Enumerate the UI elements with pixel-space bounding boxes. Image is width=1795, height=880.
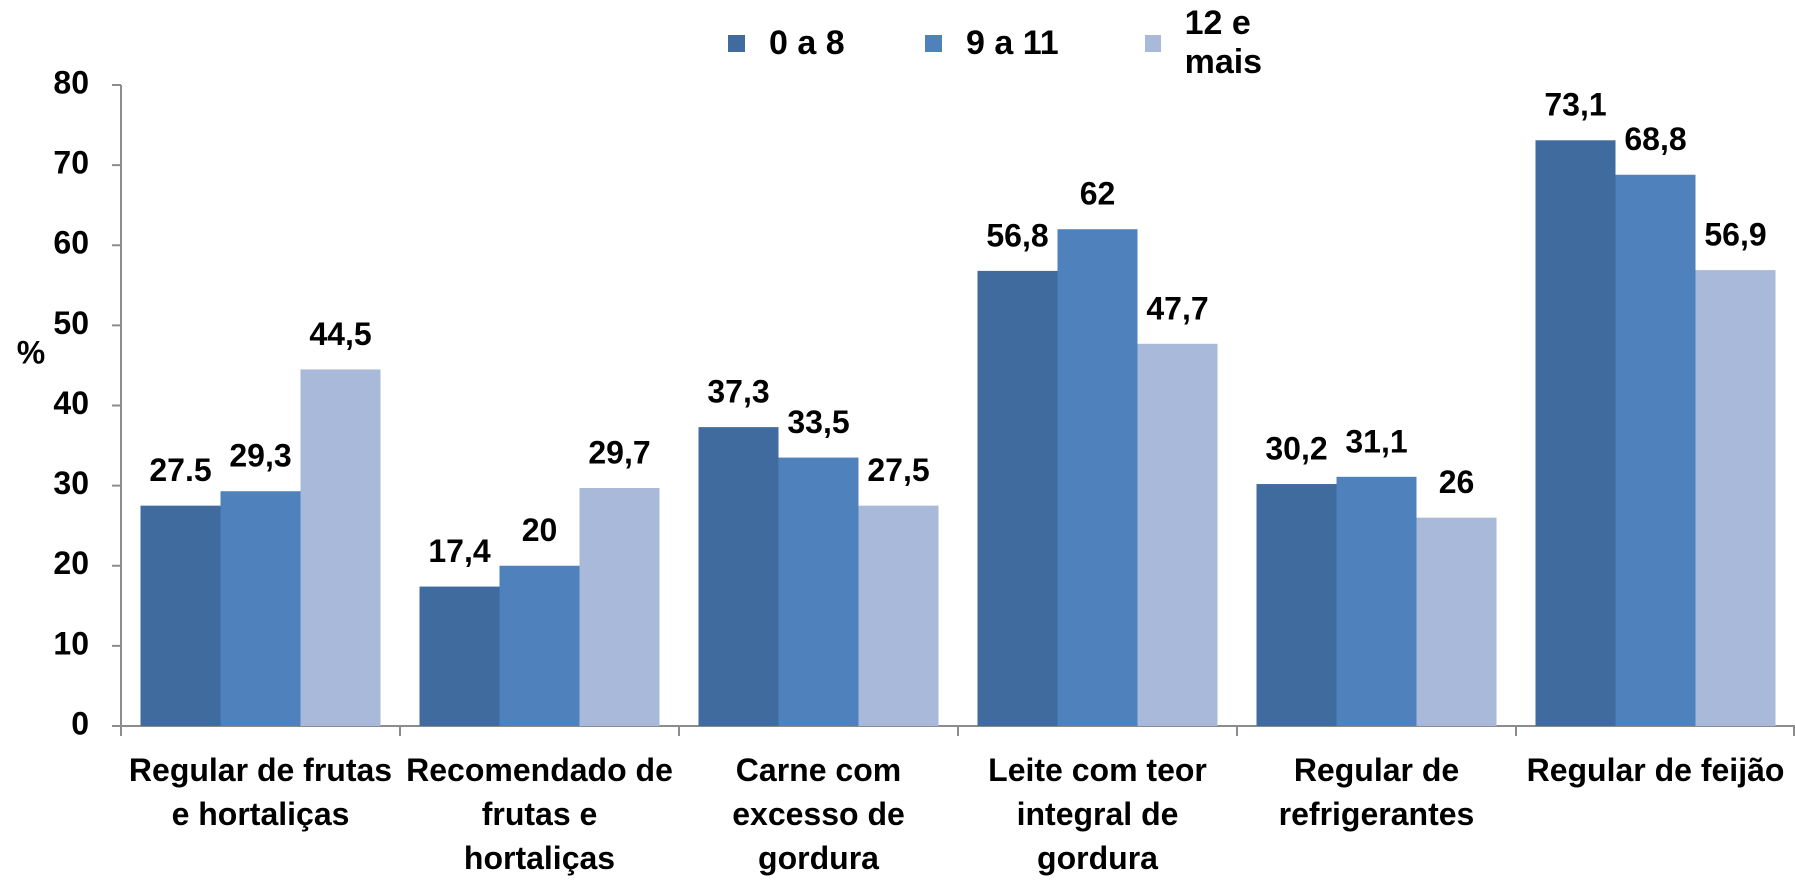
data-label: 27,5: [867, 452, 929, 488]
data-label: 17,4: [428, 533, 490, 569]
x-tick-label: Regular de frutas e hortaliças: [128, 752, 393, 832]
data-label: 31,1: [1345, 423, 1407, 459]
y-tick-label: 0: [71, 705, 89, 741]
y-tick-label: 70: [53, 145, 89, 181]
bar: [1695, 270, 1776, 726]
bar: [1615, 174, 1696, 727]
x-tick-label: Regular de refrigerantes: [1278, 752, 1475, 832]
legend: 0 a 8 9 a 11 12 e mais: [728, 4, 1325, 82]
data-label: 56,8: [986, 217, 1048, 253]
x-tick-label: Regular de feijão: [1526, 752, 1785, 788]
x-tick-label: Recomendado de frutas e hortaliças: [406, 752, 673, 876]
y-tick-label: 60: [53, 225, 89, 261]
data-label: 30,2: [1265, 430, 1327, 466]
data-label: 33,5: [787, 404, 849, 440]
data-label: 62: [1080, 176, 1116, 212]
y-tick-label: 50: [53, 305, 89, 341]
bar: [778, 457, 859, 726]
data-label: 68,8: [1624, 121, 1686, 157]
bar: [698, 427, 779, 726]
y-tick-label: 20: [53, 545, 89, 581]
bar: [858, 505, 939, 726]
data-label: 56,9: [1704, 217, 1766, 253]
bar: [977, 270, 1058, 726]
bar: [419, 586, 500, 726]
y-tick-label: 80: [53, 64, 89, 100]
y-axis-label: %: [17, 334, 45, 370]
data-label: 26: [1439, 464, 1475, 500]
bar: [300, 369, 381, 726]
bar: [1057, 229, 1138, 726]
legend-label: 0 a 8: [769, 23, 845, 62]
bar: [1137, 343, 1218, 726]
bar: [220, 491, 301, 726]
bar: [1256, 484, 1337, 726]
legend-swatch: [925, 34, 942, 52]
legend-swatch: [728, 34, 745, 52]
bar: [1535, 140, 1616, 726]
bar: [1336, 476, 1417, 726]
y-tick-label: 10: [53, 625, 89, 661]
data-label: 20: [522, 512, 558, 548]
x-tick-label: Carne com excesso de gordura: [732, 752, 905, 876]
data-label: 44,5: [309, 316, 371, 352]
bar: [1416, 517, 1497, 726]
data-label: 29,7: [588, 434, 650, 470]
x-tick-label: Leite com teor integral de gordura: [988, 752, 1207, 876]
bar: [140, 505, 221, 726]
bar: [499, 565, 580, 726]
legend-item: 12 e mais: [1145, 4, 1325, 82]
y-tick-label: 40: [53, 385, 89, 421]
data-label: 47,7: [1146, 290, 1208, 326]
legend-label: 9 a 11: [966, 23, 1059, 62]
legend-item: 9 a 11: [925, 4, 1145, 82]
data-label: 27.5: [149, 452, 211, 488]
legend-item: 0 a 8: [728, 4, 925, 82]
data-label: 73,1: [1544, 87, 1606, 123]
data-label: 37,3: [707, 374, 769, 410]
bar: [579, 488, 660, 726]
data-label: 29,3: [229, 438, 291, 474]
legend-label: 12 e mais: [1184, 4, 1263, 81]
legend-swatch: [1145, 34, 1161, 52]
y-tick-label: 30: [53, 465, 89, 501]
